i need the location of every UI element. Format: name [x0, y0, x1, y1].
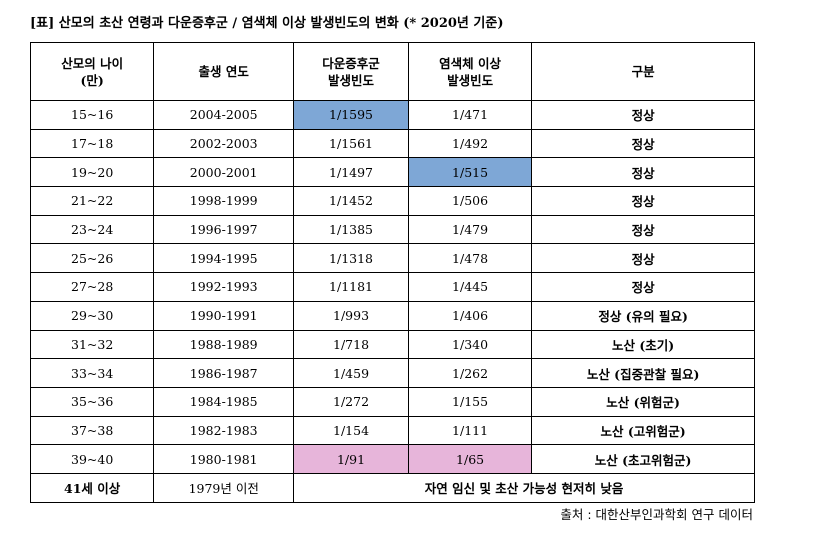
table-cell: 노산 (집중관찰 필요): [531, 358, 755, 388]
table-cell: 노산 (고위험군): [531, 415, 755, 446]
table-cell: 1/478: [407, 243, 533, 274]
table-cell: 1988-1989: [153, 329, 295, 360]
table-cell: 1/471: [407, 100, 533, 130]
table-cell: 1/1595: [293, 100, 409, 130]
table-cell: 41세 이상: [29, 472, 155, 503]
table-row: 35~36 1984-1985 1/272 1/155 노산 (위험군): [29, 386, 755, 417]
table-cell: 39~40: [29, 444, 155, 474]
table-cell: 정상: [531, 272, 755, 302]
table-row: 25~26 1994-1995 1/1318 1/478 정상: [29, 243, 755, 274]
table-cell: 정상 (유의 필요): [531, 300, 755, 331]
table-cell: 1/492: [407, 128, 533, 159]
data-table: 산모의 나이 (만) 출생 연도 다운증후군 발생빈도 염색체 이상 발생빈도 구분 15…: [29, 42, 755, 503]
table-cell: 1/91: [293, 444, 409, 474]
header-cell: 염색체 이상 발생빈도: [407, 42, 533, 101]
table-row: 15~16 2004-2005 1/1595 1/471 정상: [29, 100, 755, 130]
table-cell: 1/272: [293, 386, 409, 417]
header-row: 산모의 나이 (만) 출생 연도 다운증후군 발생빈도 염색체 이상 발생빈도 구분: [29, 42, 755, 101]
table-row: 21~22 1998-1999 1/1452 1/506 정상: [29, 186, 755, 216]
table-cell: 1/1181: [293, 272, 409, 302]
table-cell: 1/262: [407, 358, 533, 388]
header-cell: 구분: [531, 42, 755, 101]
title: [표] 산모의 초산 연령과 다운증후군 / 염색체 이상 발생빈도의 변화 (…: [30, 16, 504, 31]
table-cell: 1980-1981: [153, 444, 295, 474]
table-cell: 1992-1993: [153, 272, 295, 302]
table-row: 19~20 2000-2001 1/1497 1/515 정상: [29, 157, 755, 188]
table-cell: 정상: [531, 214, 755, 245]
table-cell: 정상: [531, 243, 755, 274]
table-cell: 노산 (초고위험군): [531, 444, 755, 474]
table-cell: 1/506: [407, 186, 533, 216]
table-cell: 1986-1987: [153, 358, 295, 388]
table-cell: 정상: [531, 128, 755, 159]
table-cell: 29~30: [29, 300, 155, 331]
header-cell: 출생 연도: [153, 42, 295, 101]
table-row: 31~32 1988-1989 1/718 1/340 노산 (초기): [29, 329, 755, 360]
table-cell: 1/155: [407, 386, 533, 417]
table-cell: 25~26: [29, 243, 155, 274]
table-cell: 1/1452: [293, 186, 409, 216]
table-row: 41세 이상 1979년 이전 자연 임신 및 초산 가능성 현저히 낮음: [29, 472, 755, 503]
table-cell: 1/718: [293, 329, 409, 360]
header-cell: 산모의 나이 (만): [29, 42, 155, 101]
table-cell: 1/154: [293, 415, 409, 446]
table-cell: 27~28: [29, 272, 155, 302]
table-cell: 1/993: [293, 300, 409, 331]
table-cell: 37~38: [29, 415, 155, 446]
table-cell: 17~18: [29, 128, 155, 159]
table-cell: 1984-1985: [153, 386, 295, 417]
table-cell: 1982-1983: [153, 415, 295, 446]
table-row: 37~38 1982-1983 1/154 1/111 노산 (고위험군): [29, 415, 755, 446]
table-cell: 1/406: [407, 300, 533, 331]
table-cell: 23~24: [29, 214, 155, 245]
table-cell: 1/65: [407, 444, 533, 474]
header-cell: 다운증후군 발생빈도: [293, 42, 409, 101]
table-cell: 1/111: [407, 415, 533, 446]
table-cell: 1/515: [407, 157, 533, 188]
source: 출처 : 대한산부인과학회 연구 데이터: [560, 507, 753, 522]
table-row: 27~28 1992-1993 1/1181 1/445 정상: [29, 272, 755, 302]
table-row: 17~18 2002-2003 1/1561 1/492 정상: [29, 128, 755, 159]
table-cell: 1/459: [293, 358, 409, 388]
table-cell: 1/1497: [293, 157, 409, 188]
table-cell: 1/1385: [293, 214, 409, 245]
table-row: 29~30 1990-1991 1/993 1/406 정상 (유의 필요): [29, 300, 755, 331]
table-cell: 자연 임신 및 초산 가능성 현저히 낮음: [293, 472, 755, 503]
table-cell: 1979년 이전: [153, 472, 295, 503]
table-cell: 2000-2001: [153, 157, 295, 188]
table-cell: 1994-1995: [153, 243, 295, 274]
table-cell: 33~34: [29, 358, 155, 388]
table-cell: 1990-1991: [153, 300, 295, 331]
table-row: 33~34 1986-1987 1/459 1/262 노산 (집중관찰 필요): [29, 358, 755, 388]
table-cell: 1996-1997: [153, 214, 295, 245]
table-cell: 1/1318: [293, 243, 409, 274]
table-cell: 31~32: [29, 329, 155, 360]
table-cell: 1/445: [407, 272, 533, 302]
table-cell: 1998-1999: [153, 186, 295, 216]
table-cell: 1/340: [407, 329, 533, 360]
table-cell: 정상: [531, 186, 755, 216]
table-cell: 21~22: [29, 186, 155, 216]
table-cell: 정상: [531, 100, 755, 130]
table-cell: 19~20: [29, 157, 155, 188]
table-cell: 2002-2003: [153, 128, 295, 159]
table-cell: 정상: [531, 157, 755, 188]
table-cell: 노산 (위험군): [531, 386, 755, 417]
table-cell: 2004-2005: [153, 100, 295, 130]
table-cell: 15~16: [29, 100, 155, 130]
table-cell: 노산 (초기): [531, 329, 755, 360]
table-cell: 35~36: [29, 386, 155, 417]
table-row: 39~40 1980-1981 1/91 1/65 노산 (초고위험군): [29, 444, 755, 474]
table-cell: 1/1561: [293, 128, 409, 159]
table-row: 23~24 1996-1997 1/1385 1/479 정상: [29, 214, 755, 245]
table-cell: 1/479: [407, 214, 533, 245]
